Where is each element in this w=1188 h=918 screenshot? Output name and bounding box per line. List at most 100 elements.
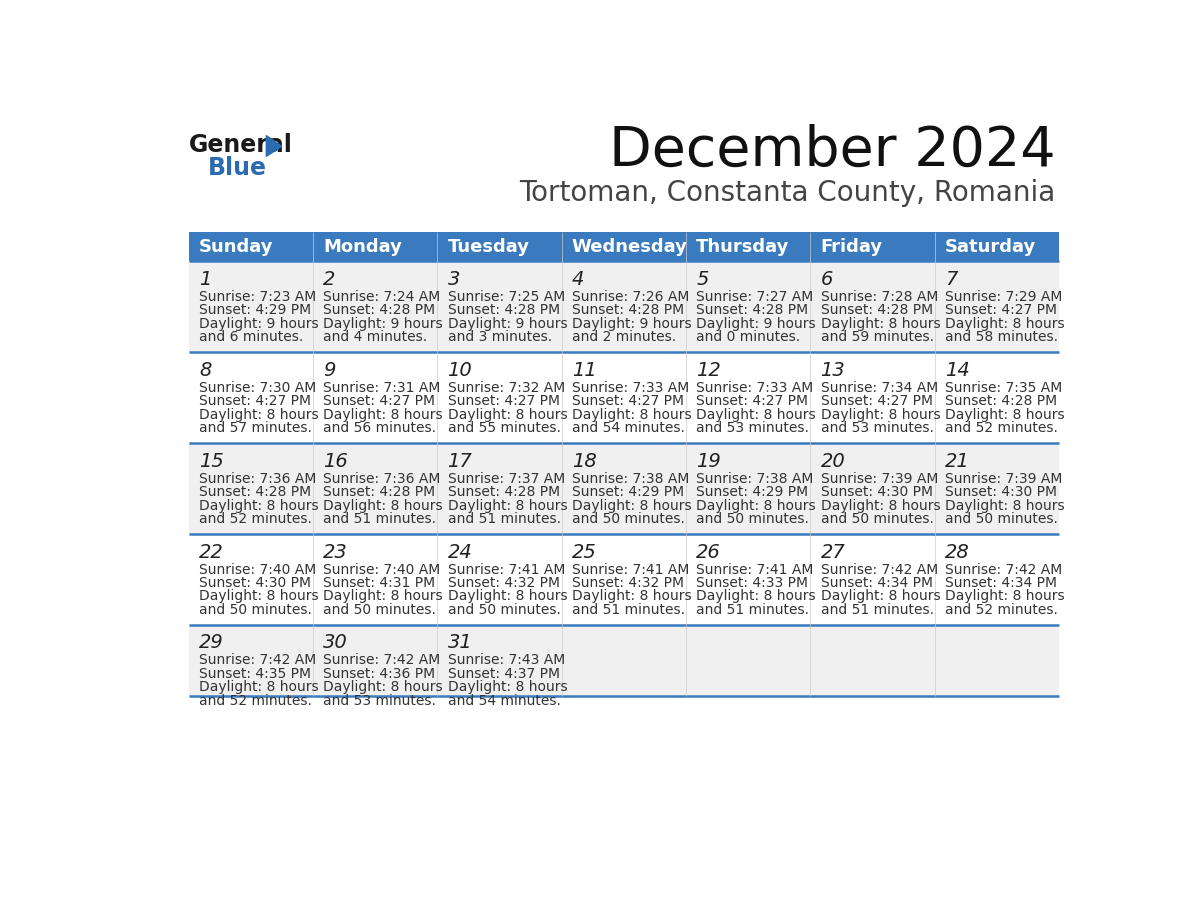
Text: Sunrise: 7:41 AM: Sunrise: 7:41 AM xyxy=(696,563,814,577)
Text: and 54 minutes.: and 54 minutes. xyxy=(448,694,561,708)
Text: Sunrise: 7:37 AM: Sunrise: 7:37 AM xyxy=(448,472,564,486)
Bar xyxy=(189,625,1060,696)
Text: 28: 28 xyxy=(944,543,969,562)
Text: and 0 minutes.: and 0 minutes. xyxy=(696,330,801,344)
Text: Daylight: 8 hours: Daylight: 8 hours xyxy=(323,589,443,603)
Text: and 52 minutes.: and 52 minutes. xyxy=(944,421,1057,435)
Text: and 50 minutes.: and 50 minutes. xyxy=(448,603,561,617)
Text: Sunrise: 7:42 AM: Sunrise: 7:42 AM xyxy=(198,654,316,667)
Text: 17: 17 xyxy=(448,452,473,471)
Text: Saturday: Saturday xyxy=(944,238,1036,255)
Text: Daylight: 8 hours: Daylight: 8 hours xyxy=(821,317,940,330)
Text: Sunset: 4:28 PM: Sunset: 4:28 PM xyxy=(448,485,560,499)
Text: Daylight: 9 hours: Daylight: 9 hours xyxy=(448,317,567,330)
Text: Sunrise: 7:35 AM: Sunrise: 7:35 AM xyxy=(944,381,1062,395)
Text: 15: 15 xyxy=(198,452,223,471)
Text: and 4 minutes.: and 4 minutes. xyxy=(323,330,428,344)
Text: Daylight: 9 hours: Daylight: 9 hours xyxy=(696,317,816,330)
Text: Thursday: Thursday xyxy=(696,238,790,255)
Text: Sunset: 4:28 PM: Sunset: 4:28 PM xyxy=(696,304,808,318)
Text: and 51 minutes.: and 51 minutes. xyxy=(323,512,436,526)
Text: Tuesday: Tuesday xyxy=(448,238,530,255)
Text: Sunset: 4:32 PM: Sunset: 4:32 PM xyxy=(448,576,560,590)
Text: 21: 21 xyxy=(944,452,969,471)
Text: Sunset: 4:34 PM: Sunset: 4:34 PM xyxy=(944,576,1057,590)
Text: 14: 14 xyxy=(944,361,969,380)
Text: Sunrise: 7:40 AM: Sunrise: 7:40 AM xyxy=(198,563,316,577)
Text: Sunrise: 7:25 AM: Sunrise: 7:25 AM xyxy=(448,290,564,304)
Text: and 53 minutes.: and 53 minutes. xyxy=(821,421,934,435)
Text: Sunrise: 7:33 AM: Sunrise: 7:33 AM xyxy=(696,381,814,395)
Text: Sunrise: 7:39 AM: Sunrise: 7:39 AM xyxy=(944,472,1062,486)
Text: and 51 minutes.: and 51 minutes. xyxy=(821,603,934,617)
Text: 6: 6 xyxy=(821,270,833,289)
Text: 2: 2 xyxy=(323,270,335,289)
Text: Sunrise: 7:24 AM: Sunrise: 7:24 AM xyxy=(323,290,441,304)
Text: Sunset: 4:30 PM: Sunset: 4:30 PM xyxy=(821,485,933,499)
Text: Daylight: 8 hours: Daylight: 8 hours xyxy=(448,680,567,694)
Text: Sunset: 4:27 PM: Sunset: 4:27 PM xyxy=(944,304,1057,318)
Text: Daylight: 8 hours: Daylight: 8 hours xyxy=(944,498,1064,512)
Text: Sunset: 4:28 PM: Sunset: 4:28 PM xyxy=(944,395,1057,409)
Text: and 51 minutes.: and 51 minutes. xyxy=(448,512,561,526)
Text: Sunset: 4:29 PM: Sunset: 4:29 PM xyxy=(571,485,684,499)
Text: Daylight: 8 hours: Daylight: 8 hours xyxy=(696,498,816,512)
Text: Daylight: 8 hours: Daylight: 8 hours xyxy=(448,498,567,512)
Text: and 52 minutes.: and 52 minutes. xyxy=(198,512,311,526)
Text: Sunrise: 7:30 AM: Sunrise: 7:30 AM xyxy=(198,381,316,395)
Text: and 50 minutes.: and 50 minutes. xyxy=(696,512,809,526)
Text: 29: 29 xyxy=(198,633,223,653)
Text: Daylight: 8 hours: Daylight: 8 hours xyxy=(448,408,567,421)
Text: Daylight: 8 hours: Daylight: 8 hours xyxy=(821,408,940,421)
Text: Blue: Blue xyxy=(208,156,267,180)
Text: and 58 minutes.: and 58 minutes. xyxy=(944,330,1057,344)
Text: and 50 minutes.: and 50 minutes. xyxy=(821,512,934,526)
Text: Daylight: 9 hours: Daylight: 9 hours xyxy=(198,317,318,330)
Text: 12: 12 xyxy=(696,361,721,380)
Text: and 53 minutes.: and 53 minutes. xyxy=(696,421,809,435)
Text: Sunrise: 7:38 AM: Sunrise: 7:38 AM xyxy=(696,472,814,486)
Bar xyxy=(189,262,1060,353)
Text: Daylight: 9 hours: Daylight: 9 hours xyxy=(323,317,443,330)
Text: Sunrise: 7:40 AM: Sunrise: 7:40 AM xyxy=(323,563,441,577)
Text: Daylight: 8 hours: Daylight: 8 hours xyxy=(944,317,1064,330)
Text: Sunrise: 7:27 AM: Sunrise: 7:27 AM xyxy=(696,290,814,304)
Text: and 3 minutes.: and 3 minutes. xyxy=(448,330,551,344)
Text: 20: 20 xyxy=(821,452,846,471)
Text: Daylight: 8 hours: Daylight: 8 hours xyxy=(323,498,443,512)
Text: Sunrise: 7:31 AM: Sunrise: 7:31 AM xyxy=(323,381,441,395)
Text: Sunrise: 7:33 AM: Sunrise: 7:33 AM xyxy=(571,381,689,395)
Text: and 50 minutes.: and 50 minutes. xyxy=(198,603,311,617)
Text: Sunset: 4:36 PM: Sunset: 4:36 PM xyxy=(323,666,435,681)
Text: 18: 18 xyxy=(571,452,596,471)
Text: 30: 30 xyxy=(323,633,348,653)
Text: Daylight: 8 hours: Daylight: 8 hours xyxy=(696,589,816,603)
Text: Sunset: 4:29 PM: Sunset: 4:29 PM xyxy=(198,304,311,318)
Text: Daylight: 8 hours: Daylight: 8 hours xyxy=(944,408,1064,421)
Bar xyxy=(189,353,1060,443)
Text: Sunset: 4:33 PM: Sunset: 4:33 PM xyxy=(696,576,808,590)
Text: Monday: Monday xyxy=(323,238,402,255)
Text: Sunset: 4:28 PM: Sunset: 4:28 PM xyxy=(323,304,435,318)
Text: Sunset: 4:28 PM: Sunset: 4:28 PM xyxy=(198,485,311,499)
Text: Sunrise: 7:26 AM: Sunrise: 7:26 AM xyxy=(571,290,689,304)
Text: Sunset: 4:28 PM: Sunset: 4:28 PM xyxy=(323,485,435,499)
Text: Daylight: 8 hours: Daylight: 8 hours xyxy=(198,498,318,512)
Text: and 50 minutes.: and 50 minutes. xyxy=(323,603,436,617)
Text: and 54 minutes.: and 54 minutes. xyxy=(571,421,684,435)
Text: General: General xyxy=(189,133,292,157)
Text: Daylight: 8 hours: Daylight: 8 hours xyxy=(821,589,940,603)
Text: Sunrise: 7:38 AM: Sunrise: 7:38 AM xyxy=(571,472,689,486)
Text: 1: 1 xyxy=(198,270,211,289)
Text: and 52 minutes.: and 52 minutes. xyxy=(944,603,1057,617)
Text: Daylight: 8 hours: Daylight: 8 hours xyxy=(198,680,318,694)
Text: Sunset: 4:30 PM: Sunset: 4:30 PM xyxy=(198,576,311,590)
Text: and 50 minutes.: and 50 minutes. xyxy=(571,512,684,526)
Text: Sunrise: 7:29 AM: Sunrise: 7:29 AM xyxy=(944,290,1062,304)
Text: 3: 3 xyxy=(448,270,460,289)
Text: Sunset: 4:29 PM: Sunset: 4:29 PM xyxy=(696,485,808,499)
Text: 10: 10 xyxy=(448,361,473,380)
Polygon shape xyxy=(266,136,282,156)
Text: Sunset: 4:31 PM: Sunset: 4:31 PM xyxy=(323,576,435,590)
Text: and 50 minutes.: and 50 minutes. xyxy=(944,512,1057,526)
